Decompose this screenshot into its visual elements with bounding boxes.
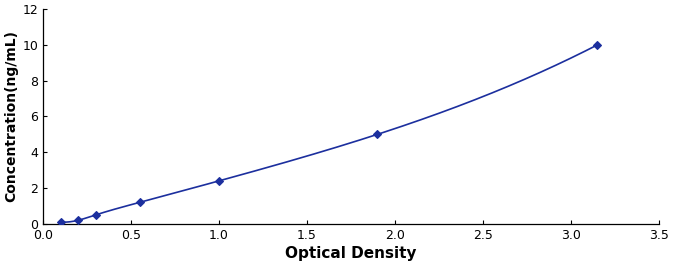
X-axis label: Optical Density: Optical Density <box>285 246 417 261</box>
Y-axis label: Concentration(ng/mL): Concentration(ng/mL) <box>4 30 18 202</box>
